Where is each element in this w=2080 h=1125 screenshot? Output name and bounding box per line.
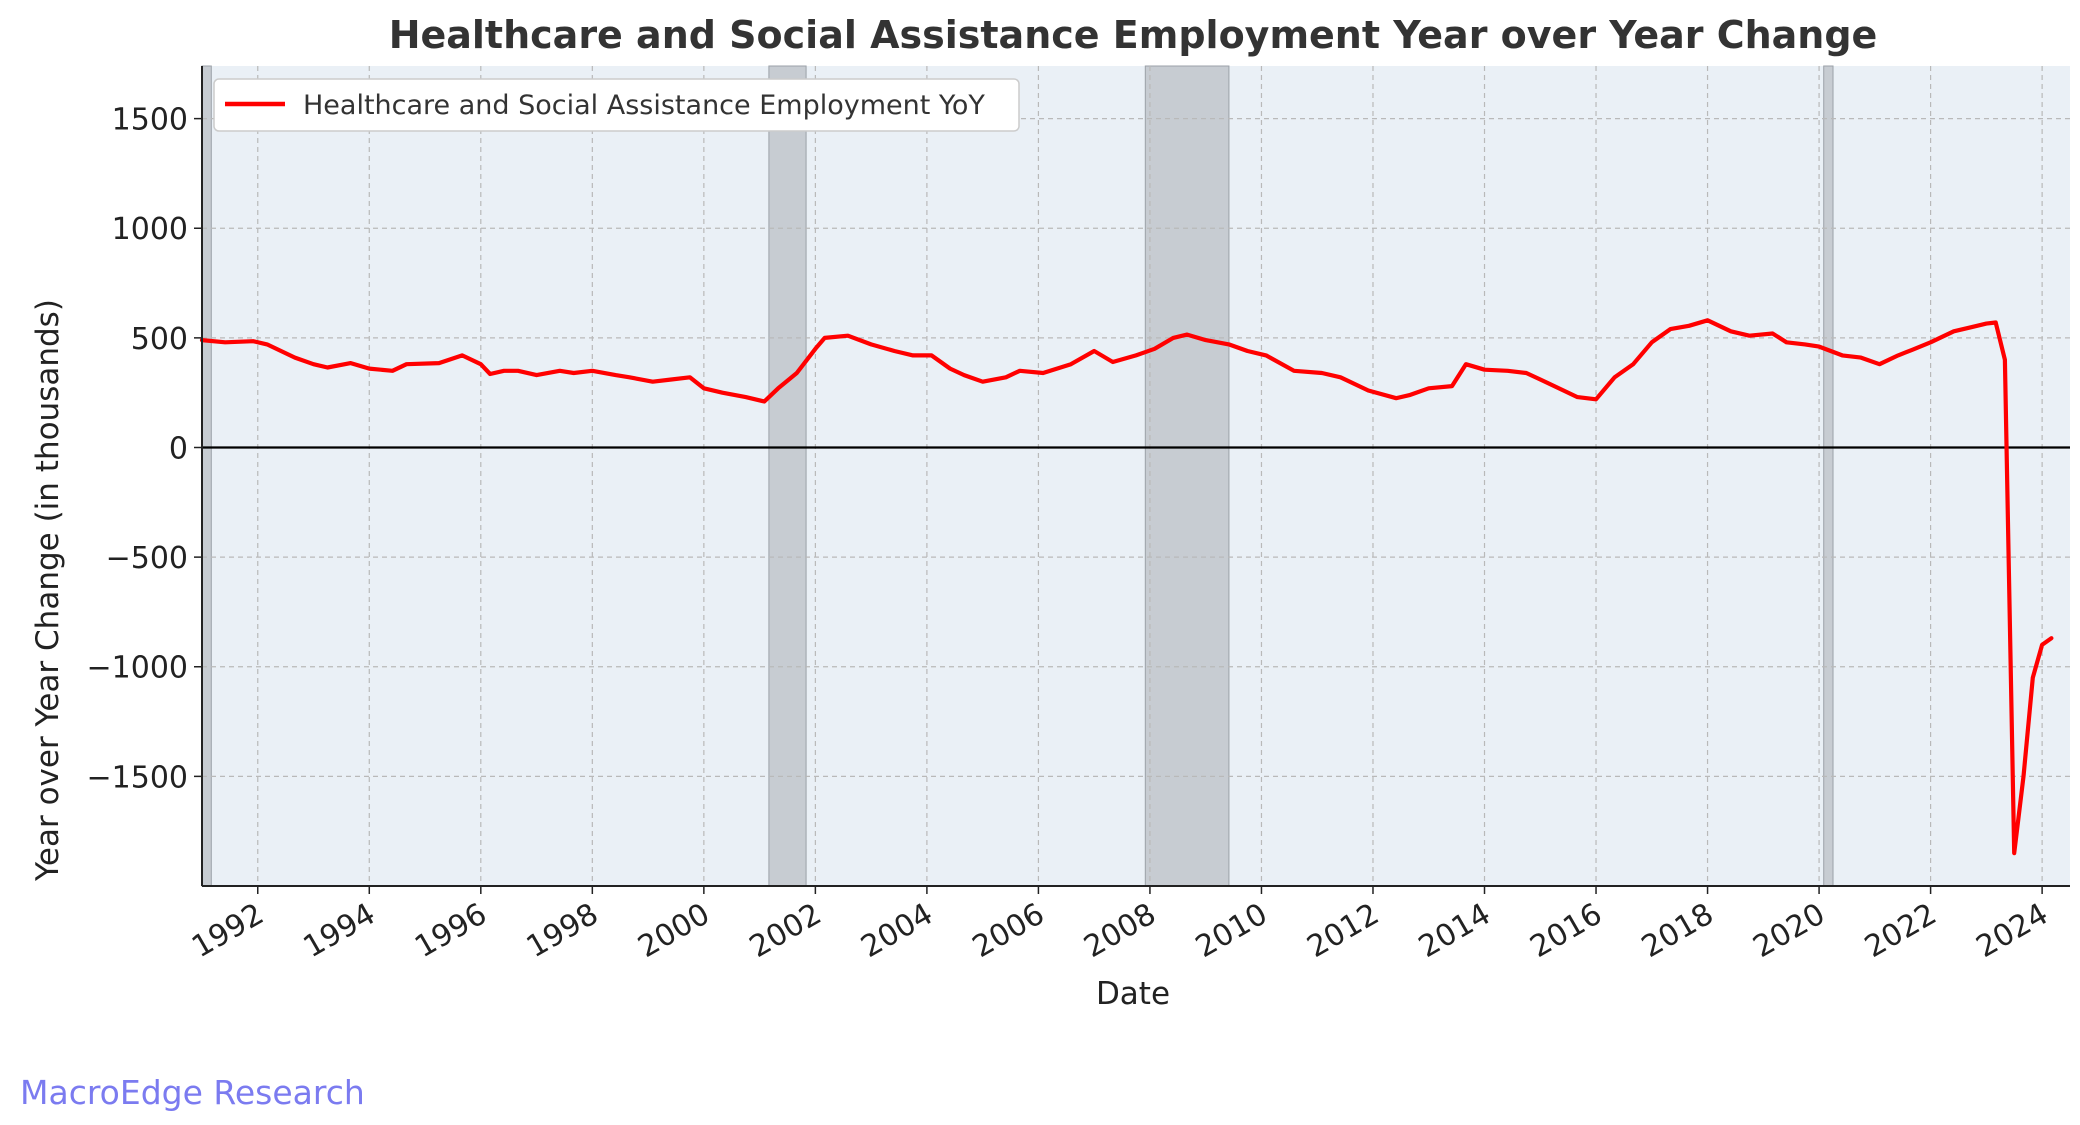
x-tick-label: 2024 bbox=[1970, 897, 2054, 965]
x-tick-label: 1996 bbox=[409, 897, 493, 965]
y-axis-label: Year over Year Change (in thousands) bbox=[30, 299, 66, 882]
y-tick-label: 500 bbox=[131, 322, 188, 357]
x-tick-label: 2012 bbox=[1301, 897, 1385, 965]
y-tick-label: 1500 bbox=[112, 103, 188, 138]
x-tick-label: 2022 bbox=[1859, 897, 1943, 965]
chart-title: Healthcare and Social Assistance Employm… bbox=[389, 13, 1878, 57]
recession-band bbox=[1823, 65, 1834, 887]
grid bbox=[202, 66, 2070, 886]
recession-bands bbox=[201, 65, 1834, 887]
recession-band bbox=[768, 65, 807, 887]
x-tick-label: 2020 bbox=[1747, 897, 1831, 965]
x-axis-label: Date bbox=[1096, 976, 1170, 1012]
recession-band bbox=[201, 65, 212, 887]
axes bbox=[201, 66, 2070, 887]
x-tick-label: 2008 bbox=[1078, 897, 1162, 965]
x-tick-label: 2004 bbox=[855, 897, 939, 965]
x-tick-labels: 1992 1994 1996 1998 2000 2002 2004 2006 2008 2010… bbox=[186, 886, 2054, 965]
x-tick-label: 1994 bbox=[298, 897, 382, 965]
x-tick-label: 2014 bbox=[1413, 897, 1497, 965]
legend: Healthcare and Social Assistance Employm… bbox=[213, 78, 1020, 132]
y-tick-label: −1500 bbox=[87, 760, 188, 795]
y-tick-label: −500 bbox=[106, 541, 188, 576]
y-tick-labels: 1500 1000 500 0 −500 −1000 −1500 bbox=[87, 103, 202, 795]
recession-band bbox=[1144, 65, 1230, 887]
x-tick-label: 2002 bbox=[744, 897, 828, 965]
x-tick-label: 2000 bbox=[632, 897, 716, 965]
y-tick-label: −1000 bbox=[87, 651, 188, 686]
y-tick-label: 1000 bbox=[112, 212, 188, 247]
series-line-healthcare-yoy bbox=[199, 318, 2054, 856]
watermark: MacroEdge Research bbox=[20, 1073, 365, 1112]
legend-label: Healthcare and Social Assistance Employm… bbox=[303, 90, 985, 121]
y-tick-label: 0 bbox=[169, 431, 188, 466]
x-tick-label: 1992 bbox=[186, 897, 270, 965]
x-tick-label: 2018 bbox=[1636, 897, 1720, 965]
x-tick-label: 1998 bbox=[521, 897, 605, 965]
x-tick-label: 2010 bbox=[1190, 897, 1274, 965]
x-tick-label: 2006 bbox=[967, 897, 1051, 965]
legend-box bbox=[213, 78, 1020, 132]
x-tick-label: 2016 bbox=[1524, 897, 1608, 965]
plot-background bbox=[202, 66, 2070, 886]
